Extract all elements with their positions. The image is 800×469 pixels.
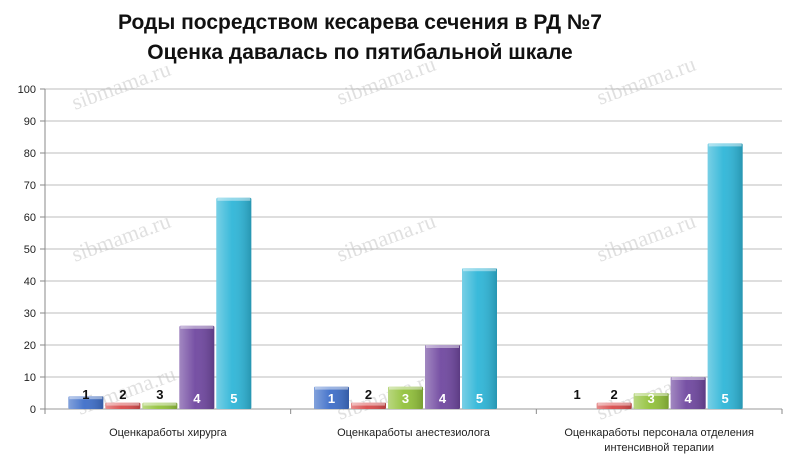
bar-highlight	[597, 402, 631, 406]
data-label: 3	[648, 391, 655, 406]
bar-highlight	[352, 402, 385, 406]
y-tick-label: 100	[18, 84, 36, 96]
bar-shading	[216, 197, 252, 409]
data-label: 1	[82, 387, 89, 402]
bar-shading	[314, 386, 349, 409]
bar-shading	[142, 402, 178, 409]
bar-highlight	[463, 268, 496, 272]
data-label: 5	[230, 391, 237, 406]
bar-highlight	[106, 402, 140, 406]
bar-shading	[596, 402, 632, 409]
y-tick-label: 70	[24, 180, 36, 192]
data-label: 1	[574, 387, 581, 402]
bar-highlight	[389, 386, 422, 390]
bar-shading	[388, 386, 423, 409]
bar-shading	[707, 143, 743, 409]
data-label: 2	[611, 387, 618, 402]
bar-highlight	[180, 325, 214, 329]
y-tick-label: 90	[24, 116, 36, 128]
bar-highlight	[69, 396, 103, 400]
bar-highlight	[634, 393, 668, 396]
bar-shading	[351, 402, 386, 409]
bar-highlight	[217, 197, 251, 201]
y-tick-label: 10	[24, 372, 36, 384]
x-category-label: Оценкаработы хирурга	[109, 427, 227, 439]
y-tick-label: 20	[24, 340, 36, 352]
y-tick-label: 30	[24, 308, 36, 320]
y-tick-label: 40	[24, 276, 36, 288]
bar-highlight	[143, 402, 177, 406]
x-axis: Оценкаработы хирурга Оценкаработы анестез…	[44, 409, 783, 454]
y-tick-label: 60	[24, 212, 36, 224]
data-label: 2	[365, 387, 372, 402]
y-axis: 0 10 20 30 40 50 60 70 80 90 100	[18, 84, 46, 416]
x-category-label: Оценкаработы анестезиолога	[337, 427, 491, 439]
bar-shading	[105, 402, 141, 409]
chart-subtitle: Оценка давалась по пятибальной шкале	[147, 41, 573, 64]
bar-shading	[462, 268, 497, 409]
y-tick-label: 50	[24, 244, 36, 256]
watermark-text: sibmama.ru	[68, 56, 174, 115]
watermark-text: sibmama.ru	[593, 51, 699, 110]
data-label: 2	[119, 387, 126, 402]
data-label: 3	[156, 387, 163, 402]
data-label: 4	[685, 391, 693, 406]
y-tick-label: 0	[30, 404, 36, 416]
bar-highlight	[671, 377, 705, 380]
bar-shading	[670, 377, 706, 409]
data-label: 4	[193, 391, 201, 406]
data-label: 5	[476, 391, 483, 406]
x-category-label: Оценкаработы персонала отделения	[564, 427, 754, 439]
data-label: 5	[722, 391, 729, 406]
bar-shading	[425, 345, 460, 409]
data-label: 3	[402, 391, 409, 406]
bar-highlight	[708, 143, 742, 147]
bar-shading	[179, 325, 215, 409]
bar-highlight	[315, 386, 348, 390]
watermark-layer: sibmama.ru sibmama.ru sibmama.rusibmama.ru…	[68, 51, 699, 425]
chart-title-block: Роды посредством кесарева сечения в РД №…	[0, 8, 720, 68]
gridlines	[45, 88, 782, 410]
chart-title: Роды посредством кесарева сечения в РД №…	[117, 11, 602, 34]
bars: 1 2 3 4 5 1 2 3 4 5 1 2 3 4 5	[68, 143, 743, 409]
data-label: 1	[328, 391, 335, 406]
bar-shading	[633, 393, 669, 409]
y-tick-label: 80	[24, 148, 36, 160]
data-label: 4	[439, 391, 447, 406]
bar-highlight	[426, 345, 459, 348]
watermark-text: sibmama.ru	[333, 51, 439, 110]
x-category-label: интенсивной терапии	[604, 442, 714, 454]
bar-shading	[68, 396, 104, 409]
